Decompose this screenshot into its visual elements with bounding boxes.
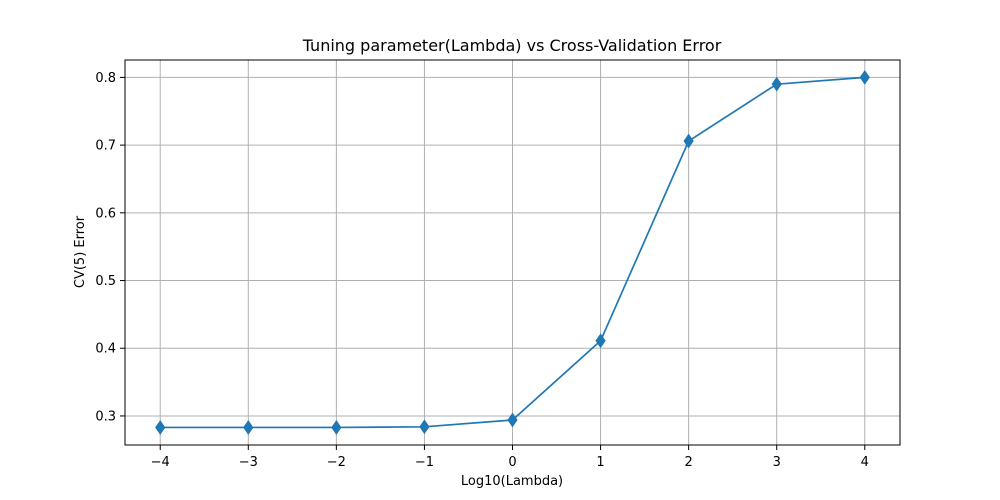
data-point-marker [595, 333, 606, 349]
data-point-marker [155, 420, 166, 435]
y-axis-label: CV(5) Error [73, 215, 88, 288]
x-tick-label: −2 [327, 455, 346, 470]
data-point-marker [507, 412, 518, 428]
data-point-marker [683, 133, 694, 149]
data-point-marker [243, 420, 254, 435]
y-tick-label: 0.4 [95, 342, 116, 357]
x-tick-label: 2 [684, 455, 692, 470]
chart-title: Tuning parameter(Lambda) vs Cross-Valida… [302, 36, 722, 55]
data-point-marker [331, 420, 342, 435]
x-tick-label: 0 [508, 455, 516, 470]
data-point-marker [771, 76, 782, 92]
x-axis-ticks: −4 −3 −2 −1 0 1 2 3 4 [151, 445, 869, 470]
data-series [155, 70, 870, 435]
x-tick-label: 4 [861, 455, 869, 470]
x-tick-label: −1 [415, 455, 434, 470]
grid-lines [125, 60, 900, 445]
data-point-marker [419, 419, 430, 435]
data-point-marker [859, 70, 870, 85]
x-axis-label: Log10(Lambda) [461, 474, 563, 489]
x-tick-label: 1 [596, 455, 604, 470]
y-tick-label: 0.7 [95, 139, 116, 154]
y-tick-label: 0.5 [95, 274, 116, 289]
y-axis-ticks: 0.3 0.4 0.5 0.6 0.7 0.8 [95, 71, 125, 424]
y-tick-label: 0.6 [95, 206, 116, 221]
x-tick-label: 3 [773, 455, 781, 470]
x-tick-label: −4 [151, 455, 170, 470]
y-tick-label: 0.3 [95, 409, 116, 424]
y-tick-label: 0.8 [95, 71, 116, 86]
x-tick-label: −3 [239, 455, 258, 470]
